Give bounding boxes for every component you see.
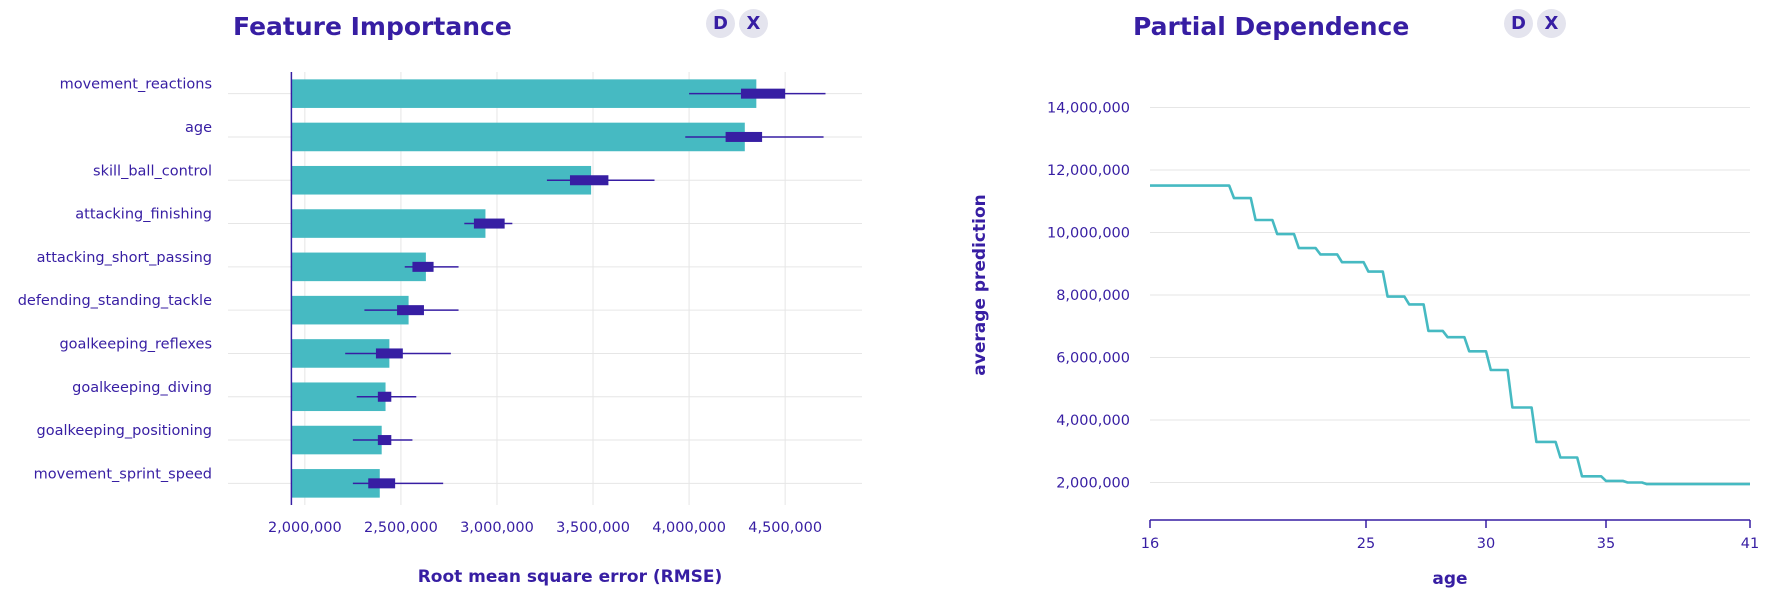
boxplot-box — [725, 131, 763, 142]
boxplot-box — [473, 218, 505, 229]
boxplot-box — [397, 305, 424, 316]
x-tick-label: 3,500,000 — [556, 520, 630, 536]
partial-dependence-title: Partial Dependence — [1133, 12, 1410, 41]
x-axis-title: Root mean square error (RMSE) — [418, 567, 723, 587]
feature-label: defending_standing_tackle — [18, 293, 212, 309]
boxplot-box — [377, 435, 392, 446]
feature-label: goalkeeping_positioning — [37, 423, 212, 439]
x-tick-label: 35 — [1597, 536, 1615, 552]
importance-bar — [291, 79, 757, 108]
y-tick-label: 8,000,000 — [1056, 288, 1130, 304]
boxplot-box — [569, 175, 609, 186]
y-axis-title: average prediction — [970, 194, 990, 375]
boxplot-box — [375, 348, 403, 359]
x-axis-title: age — [1432, 569, 1467, 589]
y-tick-label: 10,000,000 — [1047, 226, 1130, 242]
boxplot-box — [377, 391, 392, 402]
feature-label: movement_sprint_speed — [34, 466, 212, 482]
boxplot-box — [740, 88, 786, 99]
fi-download-button[interactable]: D — [706, 9, 735, 38]
feature-label: goalkeeping_reflexes — [59, 336, 212, 352]
importance-bar — [291, 209, 486, 238]
feature-importance-title: Feature Importance — [233, 12, 512, 41]
importance-bar — [291, 165, 592, 195]
x-tick-label: 30 — [1477, 536, 1495, 552]
y-tick-label: 6,000,000 — [1056, 351, 1130, 367]
y-tick-label: 14,000,000 — [1047, 101, 1130, 117]
x-tick-label: 2,500,000 — [364, 520, 438, 536]
importance-bar — [291, 122, 745, 152]
feature-label: attacking_short_passing — [37, 250, 212, 266]
feature-label: goalkeeping_diving — [72, 380, 212, 396]
feature-label: attacking_finishing — [75, 207, 212, 223]
x-tick-label: 3,000,000 — [460, 520, 534, 536]
feature-importance-chart: 2,000,000 2,500,000 3,000,000 3,500,000 4,00… — [18, 72, 862, 587]
x-tick-label: 25 — [1357, 536, 1375, 552]
fi-close-button[interactable]: X — [739, 9, 768, 38]
x-tick-label: 41 — [1741, 536, 1759, 552]
pd-series-line — [1150, 184, 1750, 486]
x-tick-label: 4,500,000 — [748, 520, 822, 536]
partial-dependence-chart: 2,000,000 4,000,000 6,000,000 8,000,000 10,0… — [970, 101, 1759, 590]
feature-label: skill_ball_control — [93, 163, 212, 179]
x-tick-label: 2,000,000 — [268, 520, 342, 536]
x-tick-label: 16 — [1141, 536, 1159, 552]
feature-label: age — [185, 120, 212, 136]
x-tick-label: 4,000,000 — [652, 520, 726, 536]
feature-label: movement_reactions — [60, 77, 212, 93]
y-tick-label: 2,000,000 — [1056, 476, 1130, 492]
y-tick-label: 12,000,000 — [1047, 163, 1130, 179]
boxplot-box — [368, 478, 396, 489]
importance-bar — [291, 252, 426, 282]
pd-download-button[interactable]: D — [1504, 9, 1533, 38]
pd-close-button[interactable]: X — [1537, 9, 1566, 38]
feature-importance-panel: Feature Importance D X 2,000,000 2,500,00… — [0, 0, 880, 594]
y-tick-label: 4,000,000 — [1056, 413, 1130, 429]
boxplot-box — [412, 261, 434, 272]
partial-dependence-panel: Partial Dependence D X 2,000,000 4,000,00… — [880, 0, 1768, 594]
